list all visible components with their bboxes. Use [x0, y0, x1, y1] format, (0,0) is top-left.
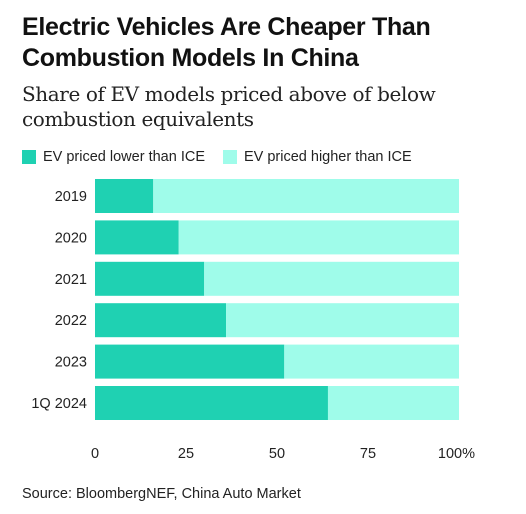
legend-item-higher: EV priced higher than ICE — [223, 149, 412, 165]
legend-label-higher: EV priced higher than ICE — [244, 149, 412, 165]
legend-swatch-higher — [223, 150, 237, 164]
category-label: 1Q 2024 — [31, 396, 87, 412]
x-tick-label: 25 — [178, 446, 194, 462]
chart-title: Electric Vehicles Are Cheaper Than Combu… — [22, 13, 431, 72]
x-tick-label: 75 — [360, 446, 376, 462]
bar-segment-higher — [204, 261, 459, 296]
category-label: 2022 — [55, 313, 87, 329]
x-tick-label: 50 — [269, 446, 285, 462]
bar-segment-lower — [95, 386, 328, 420]
bar-segment-lower — [95, 220, 179, 255]
bar-segment-lower — [95, 179, 154, 213]
x-tick-label: 0 — [91, 446, 99, 462]
bar-segment-higher — [153, 179, 460, 213]
x-tick-label: 100% — [438, 446, 475, 462]
category-label: 2020 — [55, 230, 87, 246]
bar-segment-higher — [284, 344, 459, 379]
category-label: 2021 — [55, 272, 87, 288]
source-note: Source: BloombergNEF, China Auto Market — [22, 486, 301, 502]
bar-segment-lower — [95, 261, 205, 296]
bar-segment-higher — [327, 386, 459, 420]
legend-swatch-lower — [22, 150, 36, 164]
legend-label-lower: EV priced lower than ICE — [43, 149, 205, 165]
bar-segment-higher — [226, 303, 459, 338]
bar-segment-lower — [95, 344, 285, 379]
bar-segment-lower — [95, 303, 227, 338]
chart-subtitle: Share of EV models priced above of below… — [22, 82, 436, 131]
legend-item-lower: EV priced lower than ICE — [22, 149, 205, 165]
category-label: 2019 — [55, 189, 87, 205]
bar-segment-higher — [178, 220, 459, 255]
legend: EV priced lower than ICE EV priced highe… — [22, 149, 430, 165]
category-label: 2023 — [55, 355, 87, 371]
bar-chart: 2019 2020 2021 2022 2023 1Q 2024 0 25 50 75 100% — [31, 179, 475, 462]
